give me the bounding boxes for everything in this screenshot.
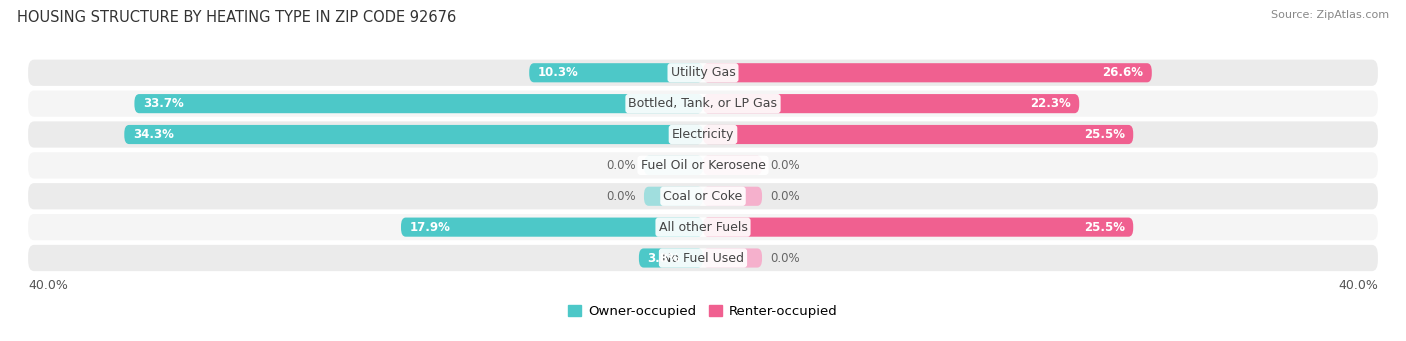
FancyBboxPatch shape [529,63,703,82]
FancyBboxPatch shape [644,187,703,206]
Text: 0.0%: 0.0% [770,190,800,203]
FancyBboxPatch shape [703,125,1133,144]
Text: Fuel Oil or Kerosene: Fuel Oil or Kerosene [641,159,765,172]
FancyBboxPatch shape [703,63,1152,82]
Text: All other Fuels: All other Fuels [658,221,748,234]
Text: Utility Gas: Utility Gas [671,66,735,79]
FancyBboxPatch shape [124,125,703,144]
FancyBboxPatch shape [703,218,1133,237]
FancyBboxPatch shape [644,156,703,175]
Text: Coal or Coke: Coal or Coke [664,190,742,203]
Text: HOUSING STRUCTURE BY HEATING TYPE IN ZIP CODE 92676: HOUSING STRUCTURE BY HEATING TYPE IN ZIP… [17,10,456,25]
FancyBboxPatch shape [401,218,703,237]
Text: 33.7%: 33.7% [143,97,184,110]
Text: 0.0%: 0.0% [606,190,636,203]
FancyBboxPatch shape [703,156,762,175]
FancyBboxPatch shape [28,214,1378,240]
Text: 25.5%: 25.5% [1084,221,1125,234]
Text: Source: ZipAtlas.com: Source: ZipAtlas.com [1271,10,1389,20]
FancyBboxPatch shape [703,187,762,206]
Text: 26.6%: 26.6% [1102,66,1143,79]
Text: 17.9%: 17.9% [409,221,450,234]
Text: Electricity: Electricity [672,128,734,141]
FancyBboxPatch shape [703,249,762,268]
Text: 3.8%: 3.8% [647,252,681,265]
FancyBboxPatch shape [28,152,1378,178]
Text: 40.0%: 40.0% [28,279,67,292]
FancyBboxPatch shape [28,183,1378,209]
Text: 40.0%: 40.0% [1339,279,1378,292]
Text: No Fuel Used: No Fuel Used [662,252,744,265]
FancyBboxPatch shape [703,94,1080,113]
Text: Bottled, Tank, or LP Gas: Bottled, Tank, or LP Gas [628,97,778,110]
Text: 0.0%: 0.0% [770,252,800,265]
FancyBboxPatch shape [28,245,1378,271]
Text: 10.3%: 10.3% [537,66,578,79]
Text: 34.3%: 34.3% [132,128,173,141]
Text: 0.0%: 0.0% [606,159,636,172]
Text: 25.5%: 25.5% [1084,128,1125,141]
FancyBboxPatch shape [135,94,703,113]
Text: 0.0%: 0.0% [770,159,800,172]
FancyBboxPatch shape [638,249,703,268]
FancyBboxPatch shape [28,121,1378,148]
FancyBboxPatch shape [28,60,1378,86]
Legend: Owner-occupied, Renter-occupied: Owner-occupied, Renter-occupied [562,300,844,323]
FancyBboxPatch shape [28,90,1378,117]
Text: 22.3%: 22.3% [1031,97,1071,110]
